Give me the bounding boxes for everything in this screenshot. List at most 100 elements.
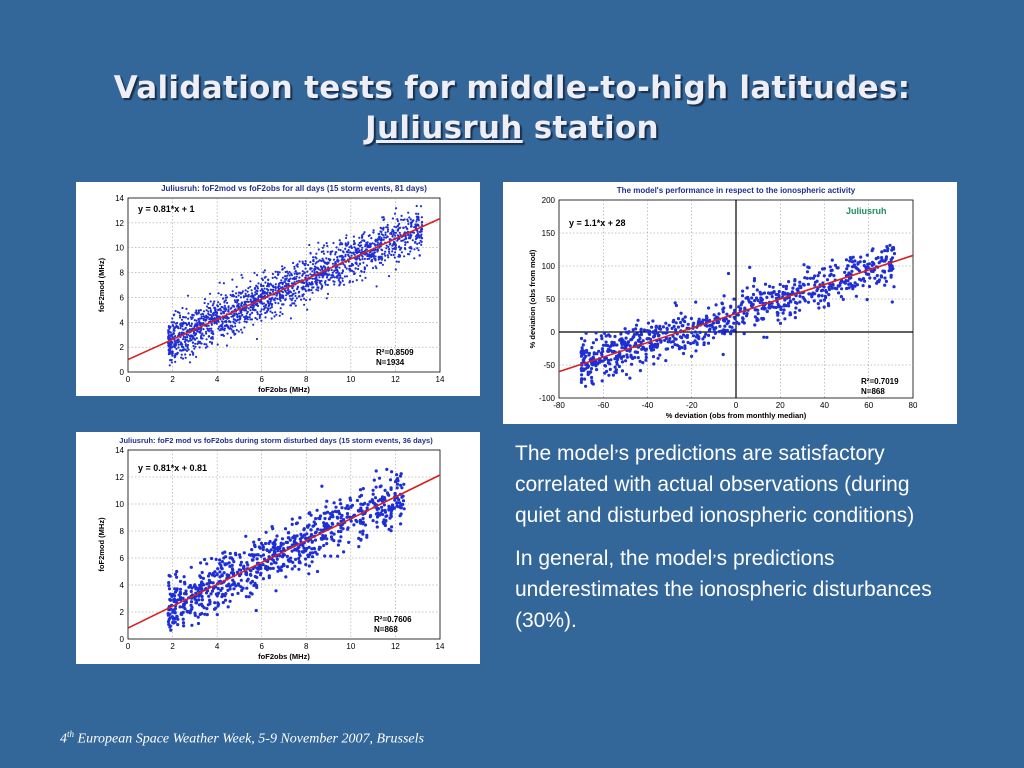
data-point [358, 257, 361, 260]
data-point [302, 533, 307, 537]
data-point [258, 573, 263, 577]
data-point [235, 329, 238, 332]
data-point [245, 586, 249, 590]
data-point [185, 349, 189, 352]
data-point [221, 551, 225, 555]
data-point [858, 260, 862, 264]
y-tick-label: 150 [542, 229, 556, 238]
data-point [366, 246, 369, 249]
data-point [591, 341, 595, 345]
data-point [722, 328, 726, 332]
data-point [582, 352, 586, 356]
data-point [219, 324, 223, 327]
data-point [391, 230, 394, 233]
data-point [311, 270, 314, 273]
data-point [802, 263, 806, 267]
data-point [817, 306, 821, 310]
data-point [406, 220, 410, 223]
data-point [274, 589, 278, 593]
data-point [420, 243, 423, 246]
data-point [308, 243, 311, 247]
data-point [399, 226, 402, 229]
data-point [227, 309, 230, 313]
data-point [358, 241, 361, 245]
data-point [370, 237, 373, 240]
data-point [400, 495, 404, 499]
data-point [671, 334, 675, 338]
data-point [363, 267, 366, 270]
data-point [168, 345, 171, 348]
data-point [324, 262, 327, 265]
data-point [217, 308, 220, 311]
data-point [584, 331, 588, 335]
data-point [256, 304, 260, 307]
data-point [651, 330, 655, 334]
data-point [308, 511, 312, 515]
data-point [242, 566, 246, 570]
data-point [207, 594, 211, 598]
data-point [881, 269, 885, 273]
x-tick-label: 20 [776, 401, 785, 410]
data-point [280, 279, 283, 282]
data-point [179, 327, 182, 330]
data-point [350, 254, 353, 257]
data-point [875, 281, 879, 285]
data-point [585, 348, 589, 353]
data-point [202, 313, 205, 316]
data-point [282, 297, 285, 300]
data-point [798, 294, 802, 298]
data-point [336, 529, 341, 534]
data-point [777, 289, 781, 294]
data-point [310, 547, 314, 551]
data-point [666, 340, 670, 344]
data-point [304, 262, 307, 265]
data-point [350, 245, 353, 248]
data-point [311, 291, 314, 294]
data-point [336, 268, 339, 271]
data-point [257, 545, 261, 549]
data-point [670, 326, 674, 330]
data-point [231, 278, 234, 281]
data-point [385, 244, 388, 247]
data-point [209, 310, 213, 313]
data-point [208, 327, 211, 330]
data-point [407, 233, 410, 236]
data-point [386, 230, 389, 233]
data-point [645, 337, 649, 341]
data-point [404, 243, 407, 246]
data-point [291, 297, 294, 300]
data-point [720, 302, 724, 306]
data-point [683, 344, 687, 348]
data-point [194, 345, 197, 348]
y-tick-label: 0 [120, 368, 125, 377]
data-point [332, 241, 335, 245]
data-point [767, 306, 771, 310]
data-point [218, 558, 222, 562]
data-point [205, 607, 209, 611]
data-point [223, 304, 226, 307]
data-point [170, 343, 173, 346]
data-point [679, 320, 683, 325]
data-point [388, 243, 391, 246]
data-point [711, 336, 716, 340]
data-point [365, 533, 369, 537]
data-point [190, 623, 194, 627]
data-point [207, 310, 210, 313]
data-point [623, 344, 628, 348]
conclusion-paragraph-2: In general, the model’s predictions unde… [515, 543, 935, 636]
data-point [398, 231, 401, 234]
data-point [249, 573, 253, 577]
data-point [334, 253, 337, 256]
data-point [320, 537, 324, 541]
data-point [674, 303, 678, 308]
data-point [224, 294, 227, 297]
data-point [890, 300, 894, 304]
data-point [415, 204, 418, 208]
data-point [669, 340, 673, 344]
data-point [357, 264, 360, 267]
data-point [267, 541, 271, 545]
data-point [357, 545, 361, 549]
data-point [421, 220, 424, 223]
data-point [659, 339, 663, 343]
data-point [216, 586, 220, 591]
